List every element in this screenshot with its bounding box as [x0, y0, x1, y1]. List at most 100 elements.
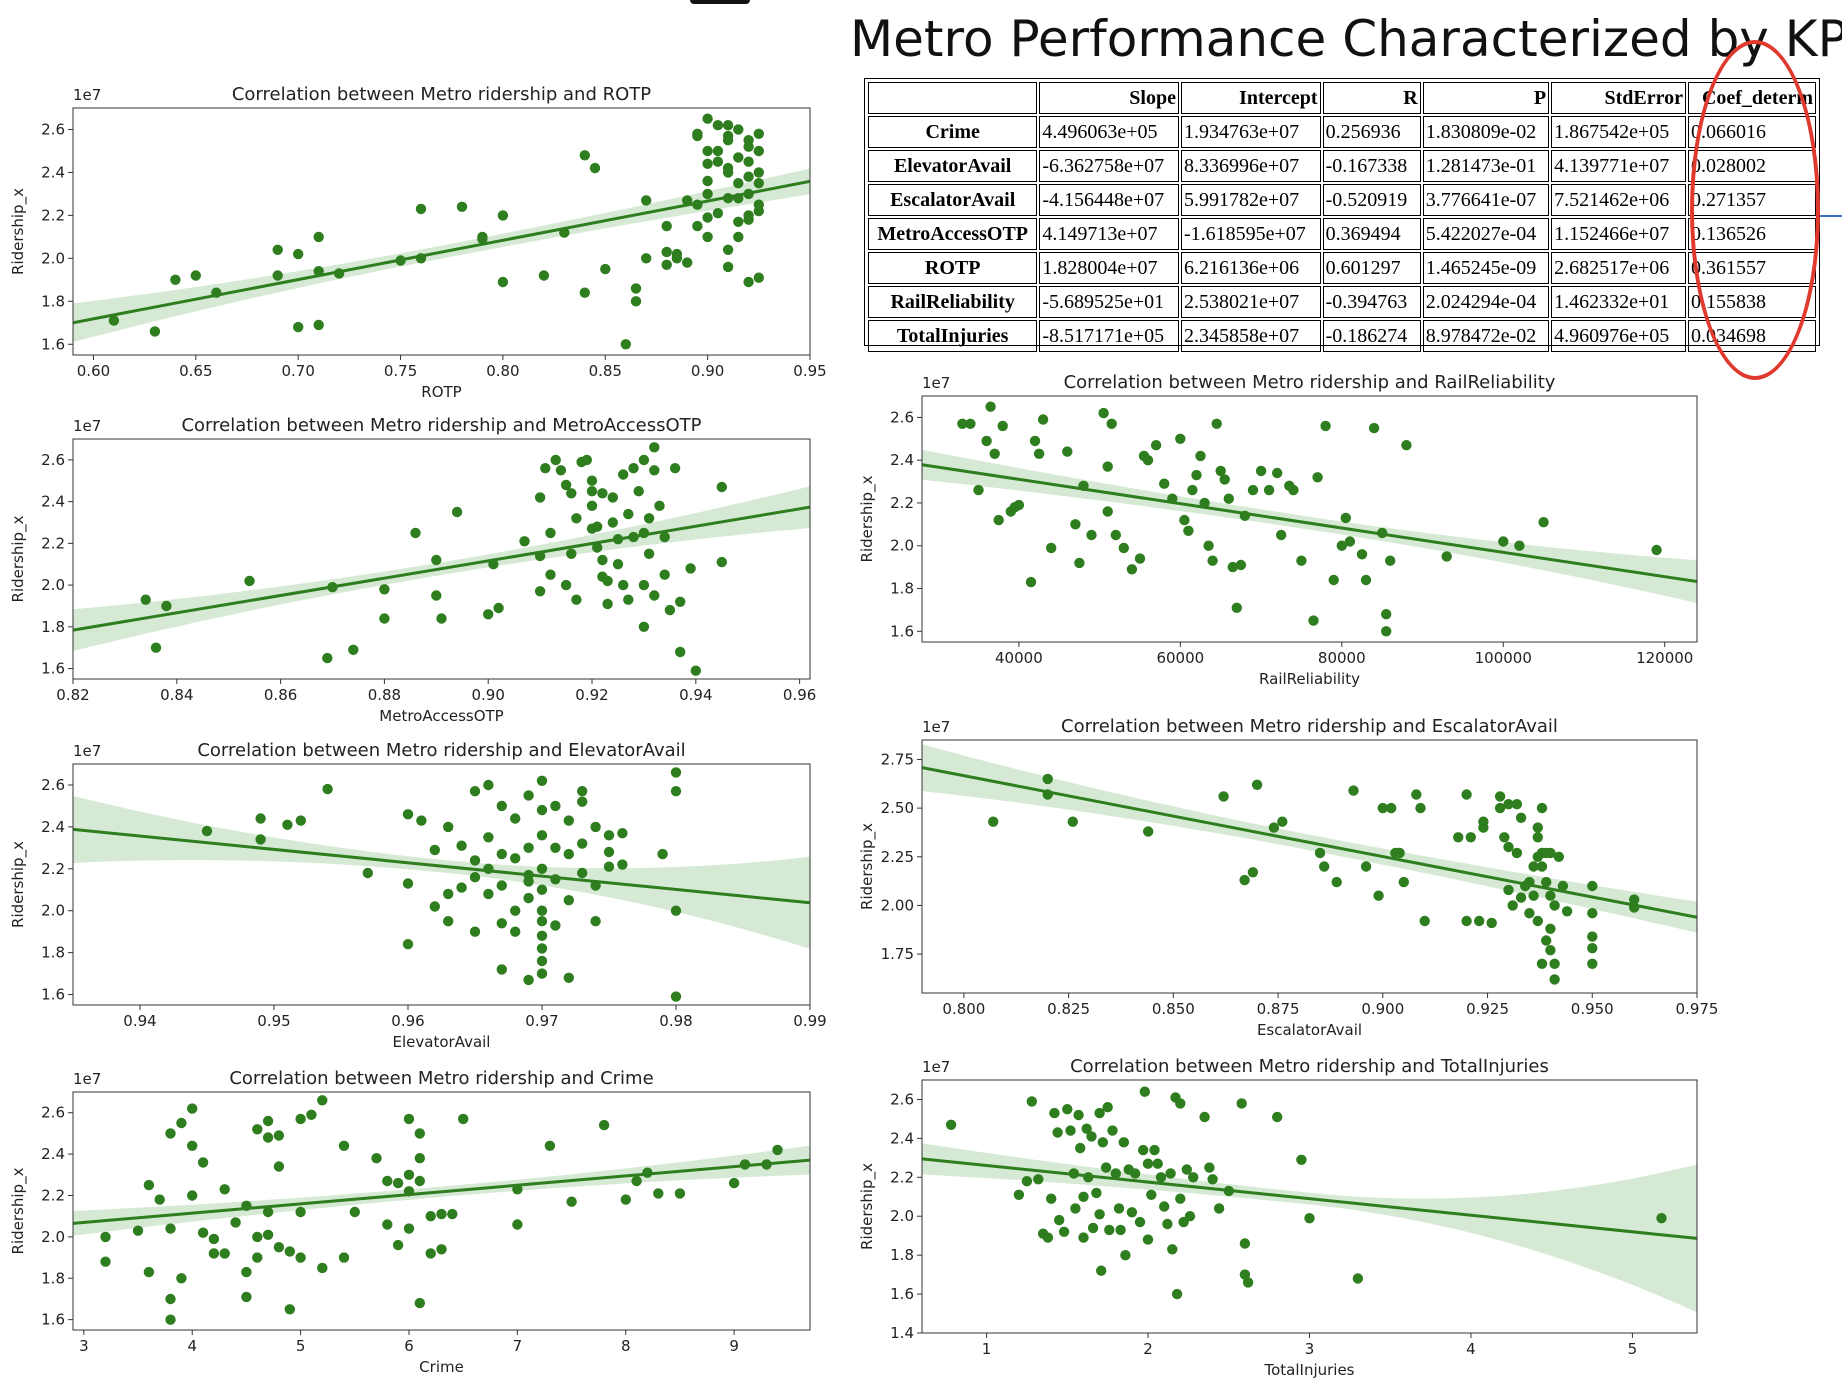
data-point — [577, 786, 588, 797]
data-point — [1308, 615, 1319, 626]
y-tick-label: 2.4 — [41, 818, 65, 836]
data-point — [176, 1273, 187, 1284]
y-tick-label: 2.2 — [41, 206, 65, 224]
y-tick-label: 2.0 — [890, 1207, 914, 1225]
data-point — [469, 926, 481, 937]
data-point — [230, 1217, 241, 1228]
data-point — [1514, 540, 1525, 551]
data-point — [563, 895, 574, 906]
data-point — [753, 178, 764, 189]
y-tick-label: 2.2 — [41, 534, 65, 552]
data-point — [1503, 841, 1514, 853]
data-point — [282, 819, 293, 830]
data-point — [981, 435, 992, 447]
data-point — [623, 594, 634, 605]
plot-content — [73, 1095, 810, 1325]
y-tick-label: 1.6 — [890, 1285, 914, 1303]
y-tick-label: 2.00 — [881, 896, 914, 914]
data-point — [675, 646, 686, 658]
x-tick-label: 0.97 — [525, 1012, 558, 1030]
data-point — [483, 779, 494, 791]
data-point — [743, 171, 754, 182]
data-point — [670, 767, 682, 778]
data-point — [510, 905, 521, 916]
data-point — [338, 1252, 350, 1263]
data-point — [657, 848, 668, 860]
kpi-table-row: RailReliability -5.689525e+01 2.538021e+07… — [868, 286, 1816, 318]
data-point — [523, 876, 534, 887]
data-point — [722, 261, 734, 273]
data-point — [451, 506, 463, 518]
data-point — [1511, 799, 1523, 810]
y-axis-multiplier: 1e7 — [73, 742, 101, 760]
kpi-table-cell: -1.618595e+07 — [1180, 218, 1321, 250]
confidence-band — [73, 168, 810, 343]
data-point — [293, 321, 304, 333]
data-point — [149, 326, 161, 337]
data-point — [219, 1184, 230, 1195]
plot-content — [922, 1086, 1697, 1313]
x-tick-label: 0.96 — [391, 1012, 424, 1030]
data-point — [1587, 958, 1598, 969]
data-point — [989, 448, 1000, 459]
data-point — [1549, 900, 1560, 911]
plot-content — [922, 401, 1697, 637]
x-tick-label: 2 — [1143, 1340, 1153, 1358]
data-point — [1204, 1162, 1215, 1173]
kpi-table-row: ElevatorAvail -6.362758e+07 8.336996e+07 -0… — [868, 150, 1816, 182]
data-point — [1239, 1238, 1251, 1249]
data-point — [1165, 1168, 1176, 1179]
data-point — [563, 815, 574, 826]
kpi-table-cell: 8.336996e+07 — [1180, 150, 1321, 182]
x-tick-label: 0.90 — [472, 686, 505, 704]
y-tick-label: 1.4 — [890, 1324, 914, 1342]
data-point — [469, 786, 481, 797]
x-tick-label: 0.75 — [384, 362, 417, 380]
x-tick-label: 40000 — [995, 649, 1043, 667]
data-point — [1097, 1137, 1108, 1148]
data-point — [1356, 549, 1368, 560]
data-point — [176, 1117, 187, 1129]
data-point — [1461, 915, 1472, 927]
data-point — [1524, 908, 1535, 919]
kpi-row-label: MetroAccessOTP — [868, 218, 1038, 250]
data-point — [197, 1157, 209, 1168]
data-point — [618, 579, 629, 591]
data-point — [988, 816, 999, 827]
data-point — [252, 1124, 263, 1135]
data-point — [1104, 1224, 1115, 1236]
data-point — [659, 569, 670, 580]
data-point — [1073, 1109, 1084, 1121]
data-point — [586, 475, 598, 486]
data-point — [414, 1153, 425, 1164]
data-point — [1255, 465, 1267, 477]
data-point — [600, 263, 611, 275]
data-point — [670, 991, 682, 1002]
data-point — [1381, 609, 1392, 620]
x-tick-label: 0.90 — [691, 362, 724, 380]
data-point — [1223, 493, 1234, 504]
y-tick-label: 1.8 — [890, 1246, 914, 1264]
data-point — [1207, 555, 1218, 566]
data-point — [607, 517, 618, 528]
data-point — [957, 418, 968, 429]
kpi-table-row: Crime 4.496063e+05 1.934763e+07 0.256936 1.8… — [868, 116, 1816, 148]
data-point — [1025, 576, 1037, 588]
data-point — [1461, 789, 1472, 800]
data-point — [1553, 851, 1564, 862]
kpi-table-cell: 4.960976e+05 — [1551, 320, 1686, 352]
x-axis-label: Crime — [419, 1358, 464, 1376]
data-point — [272, 244, 283, 255]
data-point — [1331, 876, 1342, 888]
data-point — [716, 556, 727, 568]
y-axis-multiplier: 1e7 — [922, 1058, 950, 1076]
data-point — [716, 481, 727, 493]
data-point — [262, 1229, 274, 1240]
data-point — [536, 930, 548, 941]
kpi-table-cell: 7.521462e+06 — [1551, 184, 1686, 216]
data-point — [1227, 561, 1238, 573]
chart-totalinjuries: 1 2 3 4 5 1.4 1.6 1.8 2.0 2.2 2.4 2.6 Correlation be… — [858, 1056, 1698, 1379]
data-point — [483, 832, 494, 843]
data-point — [1207, 1174, 1218, 1185]
data-point — [1231, 602, 1242, 613]
